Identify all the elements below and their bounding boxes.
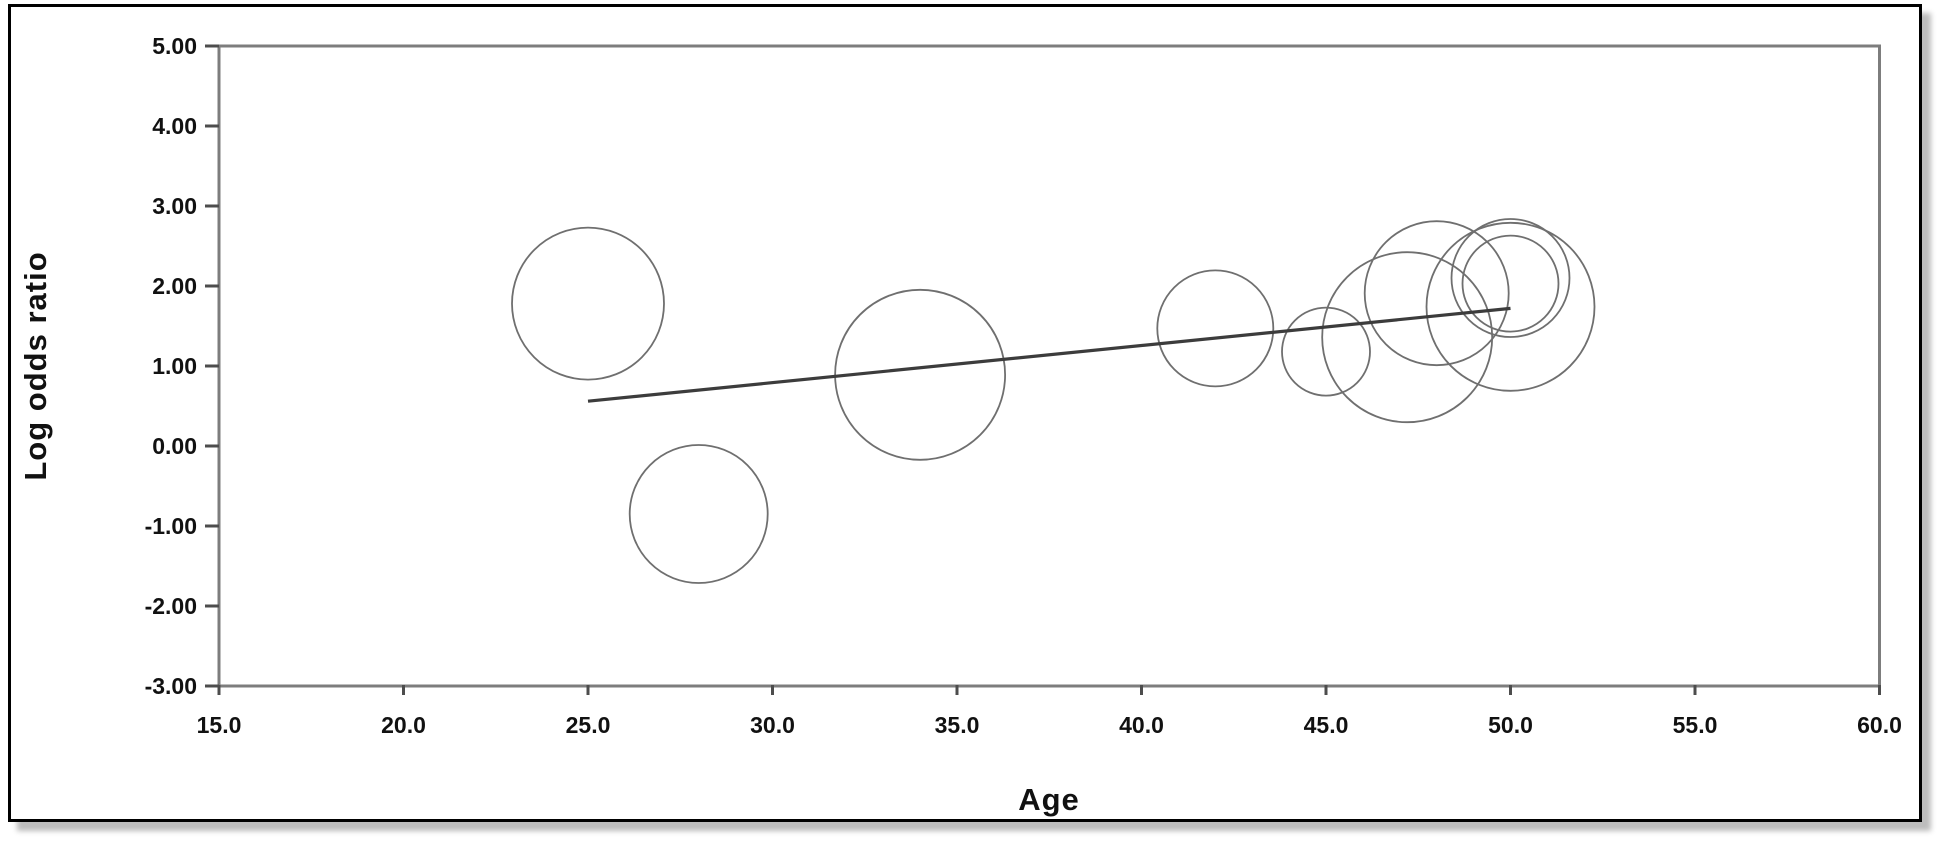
study-bubble bbox=[1450, 218, 1571, 338]
y-tick-label: 3.00 bbox=[152, 193, 197, 219]
x-tick-label: 20.0 bbox=[381, 712, 426, 738]
study-bubble bbox=[628, 444, 769, 584]
x-tick-label: 35.0 bbox=[935, 712, 980, 738]
y-tick-label: -3.00 bbox=[145, 673, 197, 699]
y-tick-label: 2.00 bbox=[152, 273, 197, 299]
x-axis-title: Age bbox=[1018, 782, 1080, 817]
study-bubble bbox=[1321, 251, 1494, 424]
x-tick-label: 45.0 bbox=[1304, 712, 1349, 738]
study-bubble bbox=[1156, 269, 1275, 388]
y-tick-label: 4.00 bbox=[152, 113, 197, 139]
regression-line bbox=[587, 306, 1511, 403]
y-tick-label: 0.00 bbox=[152, 433, 197, 459]
x-tick-label: 50.0 bbox=[1488, 712, 1533, 738]
x-tick-label: 15.0 bbox=[197, 712, 242, 738]
y-tick-label: 1.00 bbox=[152, 353, 197, 379]
x-tick-label: 40.0 bbox=[1119, 712, 1164, 738]
study-bubble bbox=[1281, 306, 1371, 397]
x-tick-label: 25.0 bbox=[566, 712, 611, 738]
x-tick-label: 30.0 bbox=[750, 712, 795, 738]
y-axis-title: Log odds ratio bbox=[18, 251, 53, 481]
y-tick-label: -2.00 bbox=[145, 593, 197, 619]
plot-border bbox=[217, 44, 1881, 688]
study-bubble bbox=[511, 226, 665, 381]
x-tick-label: 55.0 bbox=[1673, 712, 1718, 738]
study-bubble bbox=[1461, 234, 1560, 333]
study-bubble bbox=[1363, 220, 1510, 367]
x-tick-label: 60.0 bbox=[1857, 712, 1902, 738]
y-tick-label: -1.00 bbox=[145, 513, 197, 539]
study-bubble bbox=[1425, 221, 1596, 392]
y-tick-label: 5.00 bbox=[152, 33, 197, 59]
